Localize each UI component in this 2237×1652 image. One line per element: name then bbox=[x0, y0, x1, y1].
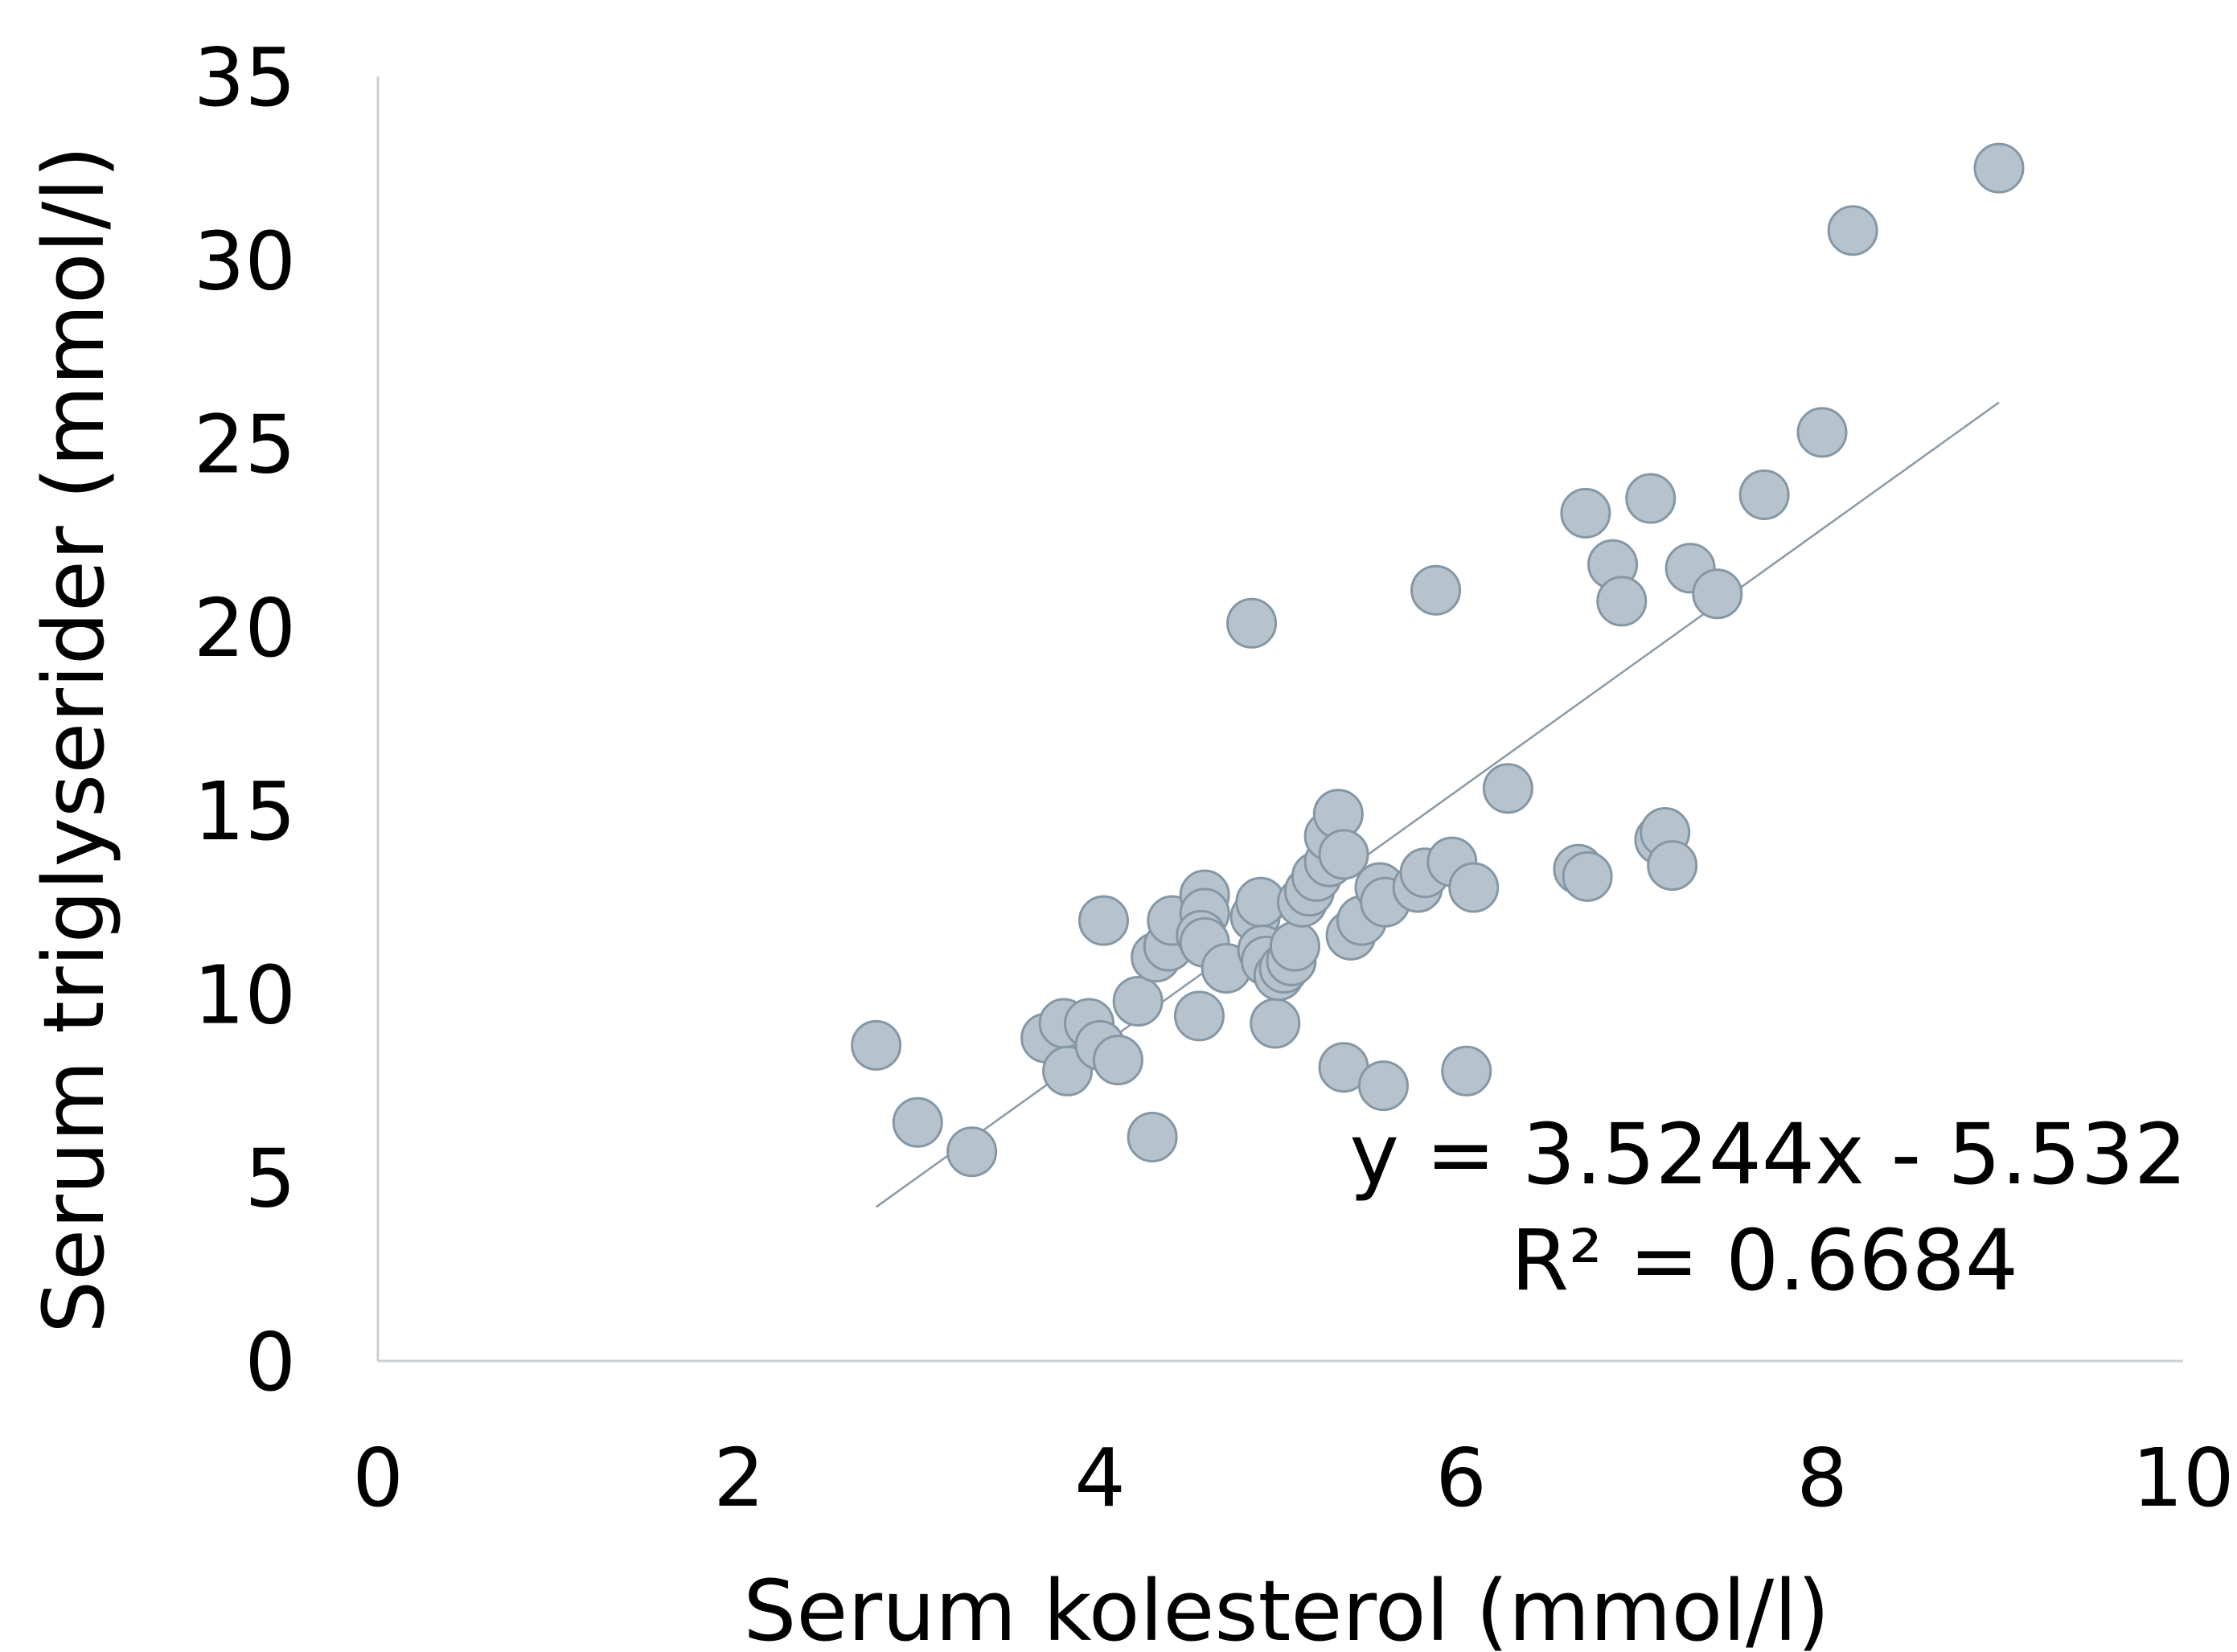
data-point bbox=[1562, 851, 1613, 902]
y-tick-label: 15 bbox=[194, 765, 296, 859]
data-point bbox=[1127, 1111, 1178, 1162]
x-axis-label: Serum kolesterol (mmol/l) bbox=[743, 1562, 1829, 1652]
trendline-equation: y = 3.5244x - 5.532 bbox=[1349, 1105, 2187, 1203]
data-point bbox=[1796, 407, 1848, 458]
data-point bbox=[1357, 1060, 1409, 1112]
axes bbox=[376, 76, 2183, 1363]
x-tick-label: 2 bbox=[713, 1431, 765, 1525]
data-point bbox=[1625, 473, 1677, 524]
data-point bbox=[1112, 976, 1164, 1027]
data-point bbox=[1441, 1045, 1492, 1097]
trendline bbox=[875, 401, 2000, 1208]
data-point bbox=[1692, 568, 1743, 620]
data-point bbox=[946, 1126, 998, 1178]
data-point bbox=[892, 1097, 943, 1148]
data-point bbox=[1827, 205, 1878, 256]
data-point bbox=[1077, 895, 1129, 946]
data-point bbox=[1560, 487, 1611, 539]
data-point bbox=[1448, 862, 1500, 913]
data-point bbox=[1250, 998, 1301, 1049]
data-point bbox=[1092, 1035, 1143, 1086]
y-tick-label: 0 bbox=[244, 1315, 296, 1409]
data-point bbox=[1410, 564, 1462, 616]
data-point bbox=[1318, 829, 1369, 880]
y-tick-label: 10 bbox=[194, 948, 296, 1042]
y-tick-labels: 0 5 10 15 20 25 30 35 bbox=[194, 31, 296, 1409]
x-tick-label: 4 bbox=[1074, 1431, 1126, 1525]
data-point bbox=[1596, 576, 1648, 627]
data-point bbox=[1738, 469, 1790, 520]
data-point bbox=[1226, 597, 1278, 649]
y-tick-label: 30 bbox=[194, 214, 296, 308]
y-tick-label: 25 bbox=[194, 398, 296, 492]
y-tick-label: 5 bbox=[244, 1132, 296, 1226]
data-point bbox=[1482, 763, 1533, 814]
data-point bbox=[851, 1019, 902, 1071]
x-tick-label: 10 bbox=[2132, 1431, 2234, 1525]
y-axis-label: Serum triglyserider (mmol/l) bbox=[25, 146, 123, 1334]
data-point bbox=[1973, 142, 2025, 194]
y-tick-label: 35 bbox=[194, 31, 296, 125]
data-point bbox=[1647, 840, 1698, 892]
y-tick-label: 20 bbox=[194, 581, 296, 675]
x-tick-label: 0 bbox=[352, 1431, 404, 1525]
x-tick-label: 6 bbox=[1435, 1431, 1487, 1525]
data-point bbox=[1173, 990, 1225, 1042]
x-tick-labels: 0 2 4 6 8 10 bbox=[352, 1431, 2234, 1525]
r-squared-label: R² = 0.6684 bbox=[1511, 1211, 2018, 1310]
x-tick-label: 8 bbox=[1796, 1431, 1848, 1525]
data-point bbox=[1269, 920, 1320, 972]
data-points bbox=[851, 142, 2025, 1178]
